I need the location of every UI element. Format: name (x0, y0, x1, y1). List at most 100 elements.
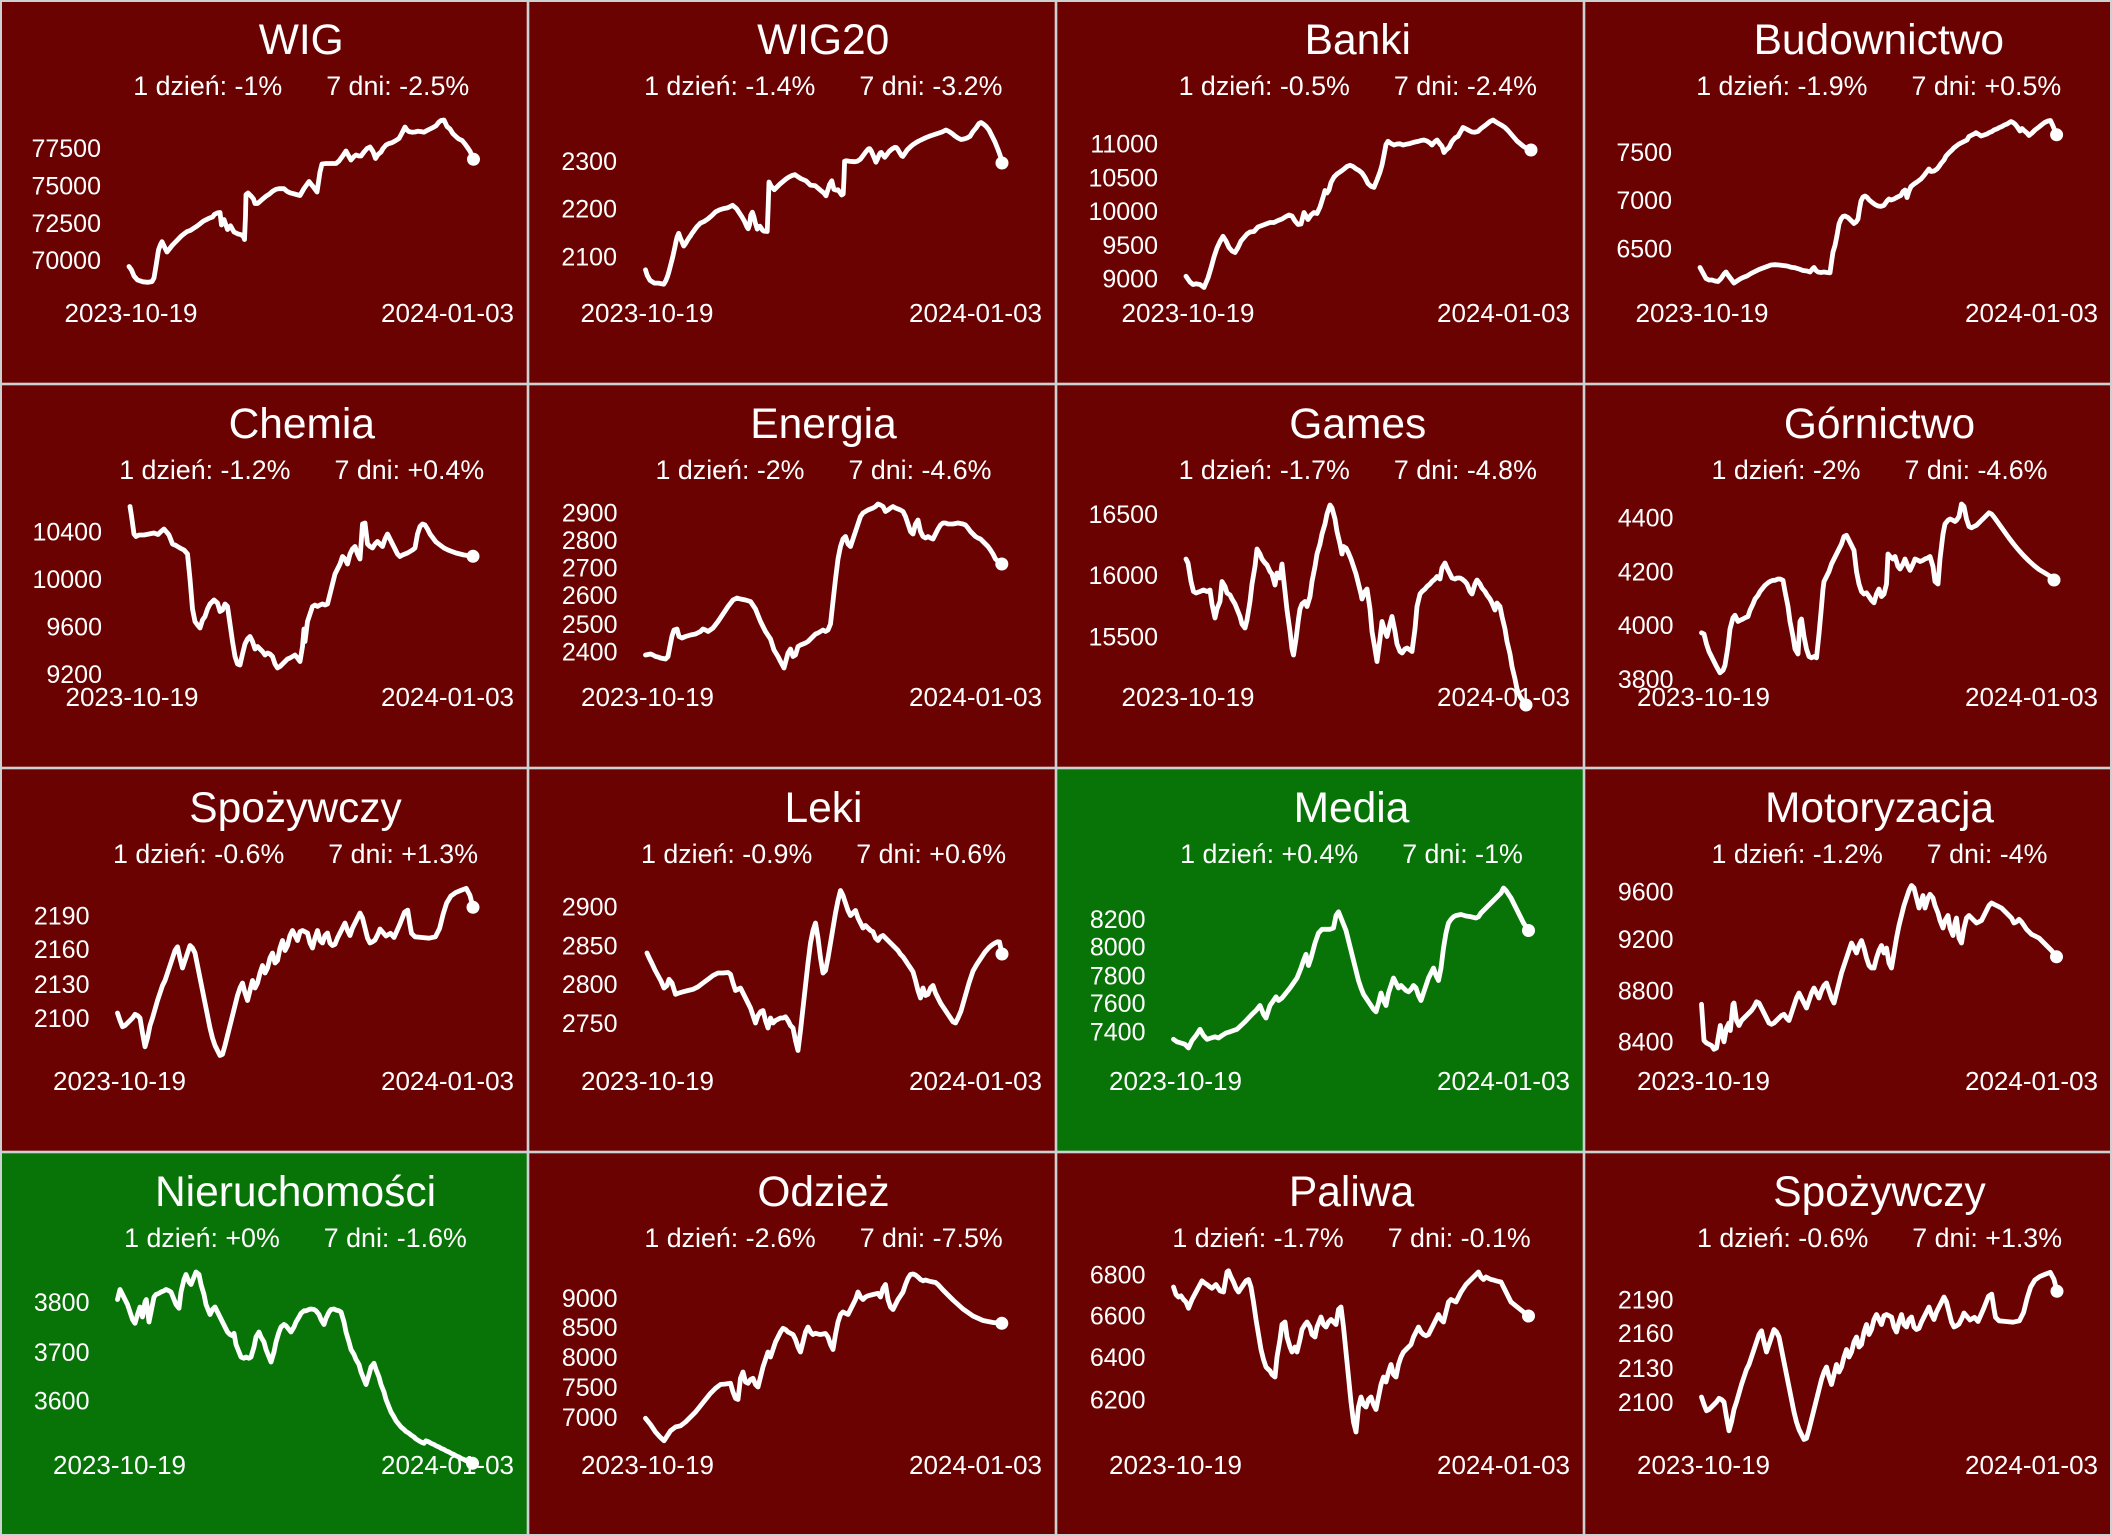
svg-text:Media: Media (1294, 785, 1410, 832)
svg-text:6800: 6800 (1090, 1261, 1146, 1289)
svg-text:2024-01-03: 2024-01-03 (381, 682, 514, 712)
svg-text:Games: Games (1289, 401, 1426, 448)
svg-text:10400: 10400 (32, 518, 102, 546)
svg-text:7 dni: +1.3%: 7 dni: +1.3% (328, 839, 478, 869)
svg-text:11000: 11000 (1090, 131, 1158, 159)
svg-text:2023-10-19: 2023-10-19 (66, 682, 199, 712)
svg-text:7000: 7000 (1616, 187, 1672, 215)
svg-text:7 dni: -2.5%: 7 dni: -2.5% (326, 71, 469, 101)
svg-text:2023-10-19: 2023-10-19 (1637, 1450, 1770, 1480)
svg-text:2024-01-03: 2024-01-03 (1965, 298, 2098, 328)
svg-text:3700: 3700 (34, 1339, 90, 1367)
svg-text:10000: 10000 (32, 566, 102, 594)
svg-text:2024-01-03: 2024-01-03 (909, 1450, 1042, 1480)
svg-text:7 dni: +0.6%: 7 dni: +0.6% (856, 839, 1006, 869)
svg-text:1 dzień: -1%: 1 dzień: -1% (133, 71, 282, 101)
svg-text:8400: 8400 (1618, 1029, 1674, 1057)
svg-text:1 dzień: -0.6%: 1 dzień: -0.6% (113, 839, 284, 869)
svg-text:4200: 4200 (1618, 558, 1674, 586)
svg-text:15500: 15500 (1088, 623, 1158, 651)
svg-text:7600: 7600 (1090, 990, 1146, 1018)
svg-text:8200: 8200 (1090, 906, 1146, 934)
svg-text:7 dni: +0.5%: 7 dni: +0.5% (1912, 71, 2062, 101)
svg-text:7000: 7000 (562, 1404, 618, 1432)
svg-text:7 dni: -4.8%: 7 dni: -4.8% (1394, 455, 1537, 485)
svg-text:2500: 2500 (562, 611, 618, 639)
svg-text:2024-01-03: 2024-01-03 (381, 1450, 514, 1480)
svg-text:7 dni: +1.3%: 7 dni: +1.3% (1912, 1223, 2062, 1253)
svg-text:3800: 3800 (1618, 666, 1674, 694)
svg-text:2023-10-19: 2023-10-19 (1636, 298, 1769, 328)
svg-text:3600: 3600 (34, 1388, 90, 1416)
svg-text:70000: 70000 (31, 247, 101, 275)
svg-text:Nieruchomości: Nieruchomości (155, 1169, 436, 1216)
svg-text:7 dni: -4%: 7 dni: -4% (1927, 839, 2048, 869)
svg-text:2024-01-03: 2024-01-03 (1437, 682, 1570, 712)
svg-text:7 dni: -2.4%: 7 dni: -2.4% (1394, 71, 1537, 101)
svg-text:2023-10-19: 2023-10-19 (65, 298, 198, 328)
svg-text:2190: 2190 (34, 902, 90, 930)
svg-text:Energia: Energia (750, 401, 897, 448)
svg-text:2160: 2160 (1618, 1320, 1674, 1348)
svg-text:6200: 6200 (1090, 1386, 1146, 1414)
svg-text:1 dzień: -0.6%: 1 dzień: -0.6% (1697, 1223, 1868, 1253)
svg-text:1 dzień: +0%: 1 dzień: +0% (124, 1223, 280, 1253)
svg-text:1 dzień: -1.7%: 1 dzień: -1.7% (1179, 455, 1350, 485)
svg-text:2100: 2100 (561, 243, 617, 271)
svg-text:2900: 2900 (562, 500, 618, 528)
svg-text:1 dzień: -0.5%: 1 dzień: -0.5% (1179, 71, 1350, 101)
svg-text:2023-10-19: 2023-10-19 (581, 1066, 714, 1096)
svg-text:72500: 72500 (31, 210, 101, 238)
svg-text:9000: 9000 (1102, 266, 1158, 294)
svg-text:2023-10-19: 2023-10-19 (53, 1450, 186, 1480)
svg-text:Górnictwo: Górnictwo (1784, 401, 1975, 448)
svg-text:2024-01-03: 2024-01-03 (909, 1066, 1042, 1096)
svg-text:1 dzień: -1.4%: 1 dzień: -1.4% (644, 71, 815, 101)
svg-text:7 dni: -4.6%: 7 dni: -4.6% (849, 455, 992, 485)
svg-text:2023-10-19: 2023-10-19 (1122, 682, 1255, 712)
svg-text:2750: 2750 (562, 1010, 618, 1038)
svg-text:1 dzień: -1.9%: 1 dzień: -1.9% (1696, 71, 1867, 101)
svg-text:16500: 16500 (1088, 501, 1158, 529)
svg-text:2130: 2130 (1618, 1355, 1674, 1383)
svg-text:4000: 4000 (1618, 612, 1674, 640)
svg-text:2190: 2190 (1618, 1286, 1674, 1314)
svg-text:2024-01-03: 2024-01-03 (1965, 682, 2098, 712)
svg-text:2023-10-19: 2023-10-19 (1122, 298, 1255, 328)
svg-text:9200: 9200 (1618, 926, 1674, 954)
svg-text:7 dni: -1.6%: 7 dni: -1.6% (324, 1223, 467, 1253)
svg-text:1 dzień: -1.2%: 1 dzień: -1.2% (1711, 839, 1882, 869)
svg-text:2023-10-19: 2023-10-19 (1637, 1066, 1770, 1096)
svg-text:2800: 2800 (562, 971, 618, 999)
svg-text:2023-10-19: 2023-10-19 (581, 1450, 714, 1480)
svg-text:7500: 7500 (1616, 139, 1672, 167)
svg-text:2024-01-03: 2024-01-03 (909, 298, 1042, 328)
svg-text:9200: 9200 (46, 661, 102, 689)
svg-text:2023-10-19: 2023-10-19 (1637, 682, 1770, 712)
svg-text:10000: 10000 (1088, 198, 1158, 226)
svg-text:9500: 9500 (1102, 232, 1158, 260)
svg-text:7 dni: -0.1%: 7 dni: -0.1% (1388, 1223, 1531, 1253)
svg-text:1 dzień: +0.4%: 1 dzień: +0.4% (1180, 839, 1358, 869)
svg-text:10500: 10500 (1088, 164, 1158, 192)
svg-text:1 dzień: -0.9%: 1 dzień: -0.9% (641, 839, 812, 869)
svg-text:2024-01-03: 2024-01-03 (909, 682, 1042, 712)
svg-text:2024-01-03: 2024-01-03 (381, 298, 514, 328)
svg-text:8500: 8500 (562, 1314, 618, 1342)
svg-text:2023-10-19: 2023-10-19 (581, 298, 714, 328)
svg-text:4400: 4400 (1618, 505, 1674, 533)
svg-text:2160: 2160 (34, 936, 90, 964)
svg-text:9600: 9600 (1618, 879, 1674, 907)
svg-text:2100: 2100 (34, 1005, 90, 1033)
svg-text:6600: 6600 (1090, 1303, 1146, 1331)
svg-text:1 dzień: -2%: 1 dzień: -2% (656, 455, 805, 485)
svg-text:2024-01-03: 2024-01-03 (1437, 298, 1570, 328)
svg-text:2024-01-03: 2024-01-03 (381, 1066, 514, 1096)
svg-text:8000: 8000 (562, 1344, 618, 1372)
svg-text:2024-01-03: 2024-01-03 (1965, 1066, 2098, 1096)
svg-text:8800: 8800 (1618, 977, 1674, 1005)
svg-text:2200: 2200 (561, 196, 617, 224)
svg-text:6400: 6400 (1090, 1344, 1146, 1372)
svg-text:2850: 2850 (562, 932, 618, 960)
svg-text:6500: 6500 (1616, 236, 1672, 264)
